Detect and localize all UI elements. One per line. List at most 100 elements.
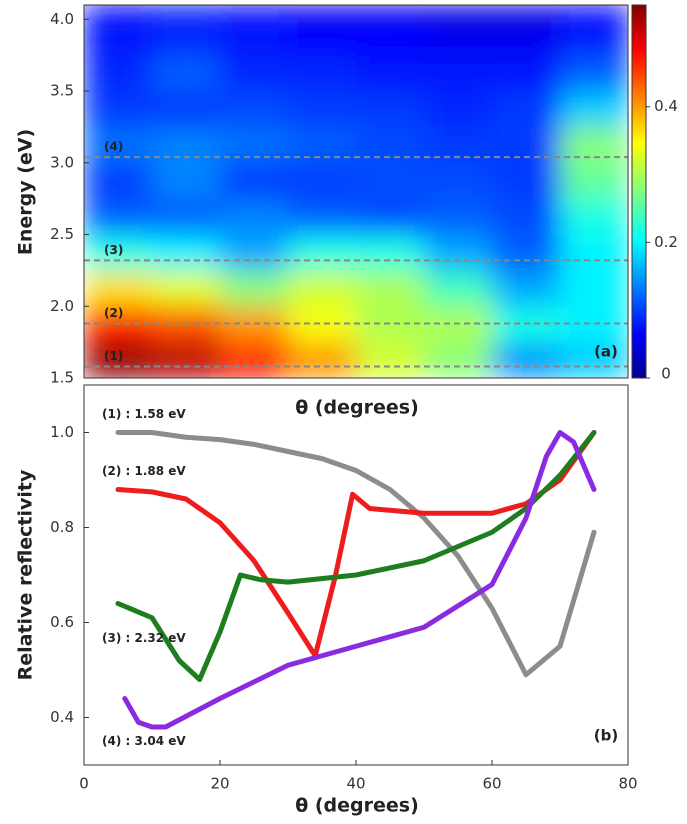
colorbar-tick-label: 0 (661, 365, 671, 383)
x-tick-label: 80 (618, 775, 637, 793)
heat-cell (84, 162, 153, 200)
heat-cell (492, 198, 561, 236)
heat-cell (356, 19, 425, 56)
heat-cell (152, 19, 221, 56)
series-label: (4) : 3.04 eV (102, 734, 186, 748)
heat-cell (84, 270, 153, 307)
heat-cell (220, 5, 289, 20)
heat-cell (492, 234, 561, 271)
y-tick-label: 0.8 (50, 518, 74, 536)
heat-cell (424, 198, 493, 236)
heat-cell (560, 270, 628, 307)
heat-cell (220, 198, 289, 236)
heat-cell (152, 55, 221, 92)
colorbar-tick-label: 0.2 (654, 233, 678, 251)
series-label: (1) : 1.58 eV (102, 407, 186, 421)
heat-cell (424, 19, 493, 56)
y-axis-label: Relative reflectivity (15, 469, 37, 680)
y-axis-label: Energy (eV) (15, 129, 37, 255)
y-tick-label: 3.5 (50, 82, 74, 100)
heat-cell (288, 55, 357, 92)
heat-cell (288, 342, 357, 378)
heat-cell (356, 55, 425, 92)
heat-cell (424, 234, 493, 271)
series-line (122, 430, 597, 730)
heat-cell (288, 270, 357, 307)
heat-cell (84, 198, 153, 236)
series-line (115, 430, 597, 678)
y-tick-label: 0.4 (50, 708, 74, 726)
heat-cell (84, 91, 153, 128)
colorbar (631, 4, 647, 379)
colorbar-tick-label: 0.4 (654, 97, 678, 115)
heat-cell (356, 234, 425, 271)
plot-frame (83, 4, 629, 379)
heat-cell (220, 270, 289, 307)
heat-cell (152, 162, 221, 200)
heat-cell (356, 91, 425, 128)
heat-cell (356, 342, 425, 378)
x-tick-label: 40 (346, 775, 365, 793)
heat-cell (152, 5, 221, 20)
series-line (115, 430, 597, 659)
energy-line-label: (2) (104, 306, 123, 320)
heat-cell (288, 162, 357, 200)
heat-cell (84, 342, 153, 378)
heat-cell (424, 5, 493, 20)
heat-cell (220, 19, 289, 56)
heat-cell (356, 5, 425, 20)
heat-cell (220, 162, 289, 200)
y-tick-label: 1.5 (50, 369, 74, 387)
heat-cell (356, 198, 425, 236)
heat-cell (424, 55, 493, 92)
heat-cell (84, 5, 153, 20)
heat-cell (220, 55, 289, 92)
heat-cell (288, 91, 357, 128)
heat-cell (424, 270, 493, 307)
heat-cell (152, 342, 221, 378)
heat-cell (356, 270, 425, 307)
heat-cell (288, 5, 357, 20)
heat-cell (152, 198, 221, 236)
heatmap (84, 5, 628, 378)
y-tick-label: 2.0 (50, 297, 74, 315)
heat-cell (220, 234, 289, 271)
heat-cell (492, 162, 561, 200)
x-tick-label: 20 (210, 775, 229, 793)
heat-cell (492, 342, 561, 378)
heat-cell (492, 270, 561, 307)
panel-label: (a) (594, 343, 618, 361)
heat-cell (424, 91, 493, 128)
energy-line-label: (1) (104, 349, 123, 363)
y-tick-label: 1.0 (50, 423, 74, 441)
heat-cell (424, 162, 493, 200)
heat-cell (492, 55, 561, 92)
heat-cell (560, 55, 628, 92)
x-axis-label: θ (degrees) (295, 397, 419, 419)
heat-cell (424, 342, 493, 378)
heat-cell (152, 234, 221, 271)
series-label: (3) : 2.32 eV (102, 631, 186, 645)
heat-cell (560, 91, 628, 128)
heat-cell (492, 19, 561, 56)
heat-cell (356, 162, 425, 200)
heatmap-cells (84, 5, 628, 378)
heat-cell (288, 198, 357, 236)
heat-cell (560, 342, 628, 378)
heat-cell (288, 19, 357, 56)
x-axis-label: θ (degrees) (295, 795, 419, 817)
series-label: (2) : 1.88 eV (102, 464, 186, 478)
heat-cell (560, 162, 628, 200)
heat-cell (152, 91, 221, 128)
heat-cell (560, 19, 628, 56)
y-tick-label: 3.0 (50, 153, 74, 171)
heat-cell (84, 234, 153, 271)
heat-cell (492, 5, 561, 20)
x-tick-label: 60 (482, 775, 501, 793)
heat-cell (560, 198, 628, 236)
series-line (115, 430, 597, 682)
y-tick-label: 4.0 (50, 10, 74, 28)
heat-cell (220, 342, 289, 378)
y-tick-label: 2.5 (50, 225, 74, 243)
